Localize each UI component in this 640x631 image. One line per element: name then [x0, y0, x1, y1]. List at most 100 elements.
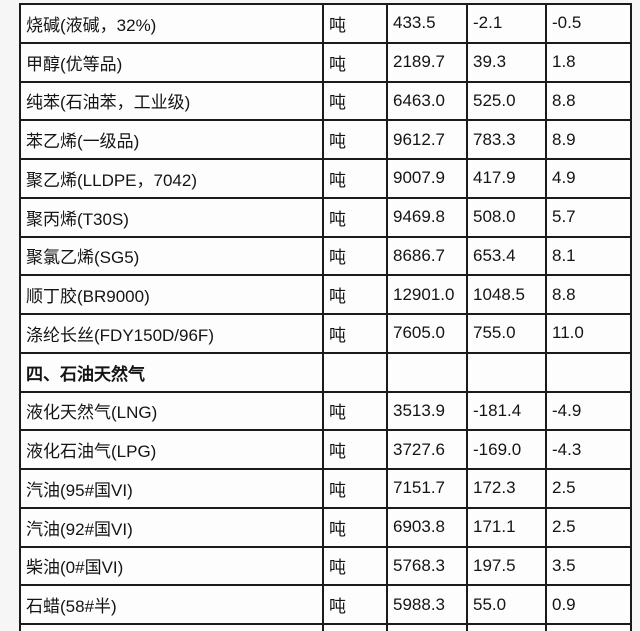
change-cell: 525.0: [466, 80, 547, 122]
unit-cell: 吨: [322, 468, 388, 509]
percent-change-cell: 8.1: [545, 235, 632, 277]
value-cell: 5768.3: [386, 545, 468, 587]
product-name-cell: 聚乙烯(LLDPE，7042): [19, 158, 324, 199]
change-cell: -2.1: [466, 3, 547, 44]
value-cell: 433.5: [386, 3, 468, 44]
value-cell: 2189.7: [386, 41, 468, 83]
table-row: 烧碱(液碱，32%) 吨 433.5 -2.1 -0.5: [19, 3, 632, 44]
value-cell: 6903.8: [386, 506, 468, 548]
percent-change-cell: 0.9: [545, 584, 632, 625]
percent-change-cell: 8.8: [545, 274, 632, 315]
unit-cell: 吨: [322, 584, 388, 625]
change-cell: [466, 623, 547, 631]
table-row: 聚丙烯(T30S) 吨 9469.8 508.0 5.7: [19, 196, 632, 238]
value-cell: 5988.3: [386, 584, 468, 625]
value-cell: [386, 623, 468, 631]
table-row: 汽油(92#国VI) 吨 6903.8 171.1 2.5: [19, 506, 632, 548]
product-name-cell: 聚氯乙烯(SG5): [19, 235, 324, 277]
product-name-cell: 石蜡(58#半): [19, 584, 324, 625]
table-row: 纯苯(石油苯，工业级) 吨 6463.0 525.0 8.8: [19, 80, 632, 122]
unit-cell: 吨: [322, 119, 388, 160]
product-name-cell: 涤纶长丝(FDY150D/96F): [19, 313, 324, 354]
value-cell: 3513.9: [386, 390, 468, 432]
percent-change-cell: -4.3: [545, 429, 632, 470]
table-row: 涤纶长丝(FDY150D/96F) 吨 7605.0 755.0 11.0: [19, 313, 632, 354]
value-cell: 3727.6: [386, 429, 468, 470]
table-row: 苯乙烯(一级品) 吨 9612.7 783.3 8.9: [19, 119, 632, 160]
change-cell: 172.3: [466, 468, 547, 509]
change-cell: [466, 351, 547, 393]
table-row: 汽油(95#国VI) 吨 7151.7 172.3 2.5: [19, 468, 632, 509]
value-cell: 9612.7: [386, 119, 468, 160]
change-cell: -181.4: [466, 390, 547, 432]
percent-change-cell: -0.5: [545, 3, 632, 44]
unit-cell: 吨: [322, 506, 388, 548]
percent-change-cell: [545, 623, 632, 631]
table-row: 聚乙烯(LLDPE，7042) 吨 9007.9 417.9 4.9: [19, 158, 632, 199]
unit-cell: 吨: [322, 196, 388, 238]
change-cell: 653.4: [466, 235, 547, 277]
percent-change-cell: 8.9: [545, 119, 632, 160]
product-name-cell: 苯乙烯(一级品): [19, 119, 324, 160]
product-name-cell: 汽油(95#国VI): [19, 468, 324, 509]
change-cell: 55.0: [466, 584, 547, 625]
unit-cell: 吨: [322, 235, 388, 277]
percent-change-cell: 2.5: [545, 506, 632, 548]
partial-row: [19, 623, 632, 631]
product-name-cell: 纯苯(石油苯，工业级): [19, 80, 324, 122]
change-cell: 508.0: [466, 196, 547, 238]
percent-change-cell: 4.9: [545, 158, 632, 199]
table-row: 柴油(0#国VI) 吨 5768.3 197.5 3.5: [19, 545, 632, 587]
unit-cell: 吨: [322, 41, 388, 83]
table-row: 顺丁胶(BR9000) 吨 12901.0 1048.5 8.8: [19, 274, 632, 315]
product-name-cell: [19, 623, 324, 631]
product-name-cell: 柴油(0#国VI): [19, 545, 324, 587]
change-cell: 417.9: [466, 158, 547, 199]
price-table-body: 烧碱(液碱，32%) 吨 433.5 -2.1 -0.5 甲醇(优等品) 吨 2189.7 39…: [19, 3, 632, 631]
unit-cell: [322, 623, 388, 631]
percent-change-cell: [545, 351, 632, 393]
product-name-cell: 聚丙烯(T30S): [19, 196, 324, 238]
unit-cell: 吨: [322, 313, 388, 354]
change-cell: -169.0: [466, 429, 547, 470]
unit-cell: 吨: [322, 3, 388, 44]
change-cell: 171.1: [466, 506, 547, 548]
percent-change-cell: 3.5: [545, 545, 632, 587]
value-cell: [386, 351, 468, 393]
percent-change-cell: -4.9: [545, 390, 632, 432]
percent-change-cell: 8.8: [545, 80, 632, 122]
unit-cell: 吨: [322, 390, 388, 432]
value-cell: 8686.7: [386, 235, 468, 277]
table-row: 石蜡(58#半) 吨 5988.3 55.0 0.9: [19, 584, 632, 625]
change-cell: 39.3: [466, 41, 547, 83]
price-table-wrapper: 烧碱(液碱，32%) 吨 433.5 -2.1 -0.5 甲醇(优等品) 吨 2189.7 39…: [19, 3, 632, 631]
change-cell: 755.0: [466, 313, 547, 354]
product-name-cell: 液化天然气(LNG): [19, 390, 324, 432]
change-cell: 197.5: [466, 545, 547, 587]
product-name-cell: 甲醇(优等品): [19, 41, 324, 83]
change-cell: 783.3: [466, 119, 547, 160]
unit-cell: 吨: [322, 429, 388, 470]
value-cell: 6463.0: [386, 80, 468, 122]
product-name-cell: 顺丁胶(BR9000): [19, 274, 324, 315]
product-name-cell: 烧碱(液碱，32%): [19, 3, 324, 44]
percent-change-cell: 1.8: [545, 41, 632, 83]
percent-change-cell: 5.7: [545, 196, 632, 238]
commodity-price-table: 烧碱(液碱，32%) 吨 433.5 -2.1 -0.5 甲醇(优等品) 吨 2189.7 39…: [19, 3, 632, 631]
section-title-cell: 四、石油天然气: [19, 351, 324, 393]
value-cell: 9469.8: [386, 196, 468, 238]
change-cell: 1048.5: [466, 274, 547, 315]
percent-change-cell: 2.5: [545, 468, 632, 509]
table-row: 液化天然气(LNG) 吨 3513.9 -181.4 -4.9: [19, 390, 632, 432]
value-cell: 7151.7: [386, 468, 468, 509]
table-row: 液化石油气(LPG) 吨 3727.6 -169.0 -4.3: [19, 429, 632, 470]
unit-cell: 吨: [322, 274, 388, 315]
unit-cell: 吨: [322, 80, 388, 122]
section-header-row: 四、石油天然气: [19, 351, 632, 393]
percent-change-cell: 11.0: [545, 313, 632, 354]
unit-cell: 吨: [322, 545, 388, 587]
table-row: 甲醇(优等品) 吨 2189.7 39.3 1.8: [19, 41, 632, 83]
unit-cell: 吨: [322, 158, 388, 199]
unit-cell: [322, 351, 388, 393]
value-cell: 7605.0: [386, 313, 468, 354]
